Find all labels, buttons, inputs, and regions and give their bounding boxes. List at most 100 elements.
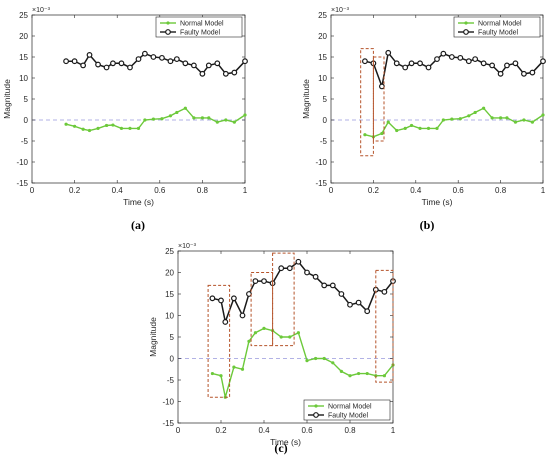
data-point	[222, 319, 229, 325]
data-point	[182, 60, 189, 67]
data-point	[434, 56, 440, 62]
data-point	[247, 339, 251, 343]
x-tick-label: 0.4	[410, 186, 422, 195]
data-point	[385, 49, 392, 56]
chart-panel-1: 0 0.2 0.4 0.6 0.8 1 -15 -10 -5 0 5 10 15 20 25 ×10⁻³ Tim…	[2, 7, 248, 232]
data-point	[409, 123, 414, 128]
legend: Normal Model Faulty Model	[453, 16, 541, 38]
x-tick-label: 0.6	[154, 186, 166, 195]
x-tick-label: 0.8	[197, 186, 209, 195]
x-tick-label: 0.6	[301, 426, 313, 435]
y-tick-label: 20	[318, 32, 327, 41]
data-point	[408, 60, 415, 67]
legend-label: Faulty Model	[328, 413, 369, 420]
y-exponent-label: ×10⁻³	[331, 7, 350, 14]
series-faulty-model	[63, 50, 248, 77]
data-point	[190, 62, 197, 69]
y-tick-label: 5	[24, 95, 29, 104]
data-point	[175, 110, 179, 115]
legend-marker	[314, 404, 318, 408]
legend: Normal Model Faulty Model	[303, 399, 391, 421]
data-point	[512, 60, 519, 67]
data-point	[497, 70, 504, 77]
data-point	[286, 265, 293, 272]
data-point	[395, 128, 399, 133]
series-faulty-model	[362, 49, 546, 90]
legend-label: Faulty Model	[478, 30, 519, 37]
legend-label: Normal Model	[180, 21, 224, 28]
x-tick-label: 0	[176, 426, 181, 435]
data-point	[253, 331, 257, 335]
y-tick-label: 10	[318, 74, 327, 83]
data-point	[458, 117, 462, 121]
y-tick-label: 25	[165, 247, 174, 256]
data-point	[440, 50, 447, 57]
data-point	[160, 117, 164, 121]
data-point	[490, 116, 494, 120]
y-tick-label: 15	[318, 53, 327, 62]
data-point	[521, 70, 527, 77]
data-point	[104, 123, 109, 128]
chart-panel-2: 0 0.2 0.4 0.6 0.8 1 -15 -10 -5 0 5 10 15 20 25 ×10⁻³ Tim…	[301, 7, 546, 232]
data-point	[279, 335, 283, 339]
data-point	[380, 131, 384, 136]
data-point	[386, 120, 390, 124]
legend: Normal Model Faulty Model	[155, 16, 243, 38]
x-tick-label: 0.4	[258, 426, 270, 435]
x-axis-label: Time (s)	[123, 197, 154, 207]
data-point	[417, 60, 423, 67]
data-point	[246, 291, 252, 297]
data-point	[119, 126, 124, 130]
data-point	[338, 291, 345, 297]
legend-marker	[166, 21, 170, 25]
legend-box	[155, 16, 243, 38]
data-point	[450, 117, 454, 121]
y-tick-label: 20	[165, 269, 174, 278]
data-point	[219, 374, 223, 378]
data-point	[205, 62, 212, 69]
x-tick-label: 0.6	[453, 186, 465, 195]
data-point	[295, 258, 302, 265]
data-point	[167, 58, 174, 65]
x-tick-label: 0.2	[368, 186, 380, 195]
y-tick-label: -15	[315, 179, 327, 188]
y-tick-label: 10	[165, 312, 174, 321]
data-point	[230, 295, 237, 302]
highlight-box	[375, 269, 394, 383]
data-point	[448, 54, 455, 60]
data-point	[81, 127, 85, 131]
x-tick-label: 1	[541, 186, 546, 195]
y-tick-label: 5	[170, 333, 175, 342]
panel-caption: (c)	[274, 441, 287, 455]
data-point	[362, 58, 368, 65]
data-point	[467, 114, 471, 118]
y-tick-label: 20	[19, 32, 28, 41]
data-point	[210, 371, 214, 376]
y-axis-label: Magnitude	[301, 79, 311, 119]
data-point	[71, 58, 78, 65]
series-normal-model	[210, 326, 395, 399]
data-point	[425, 64, 432, 71]
panel-caption: (b)	[420, 218, 435, 232]
data-point	[513, 120, 518, 124]
data-point	[278, 265, 285, 272]
legend-box	[453, 16, 541, 38]
data-point	[540, 58, 546, 65]
data-point	[64, 122, 68, 126]
x-tick-label: 0.4	[112, 186, 124, 195]
data-point	[480, 60, 487, 67]
data-point	[314, 356, 318, 361]
data-point	[304, 269, 310, 276]
data-point	[482, 106, 486, 110]
data-point	[135, 56, 142, 62]
y-tick-label: 25	[19, 11, 28, 20]
data-point	[426, 126, 431, 130]
data-point	[522, 118, 526, 122]
data-point	[240, 367, 245, 371]
data-point	[365, 371, 369, 376]
highlight-box	[272, 252, 295, 347]
data-point	[296, 331, 300, 335]
data-point	[239, 312, 246, 319]
data-point	[504, 62, 510, 69]
